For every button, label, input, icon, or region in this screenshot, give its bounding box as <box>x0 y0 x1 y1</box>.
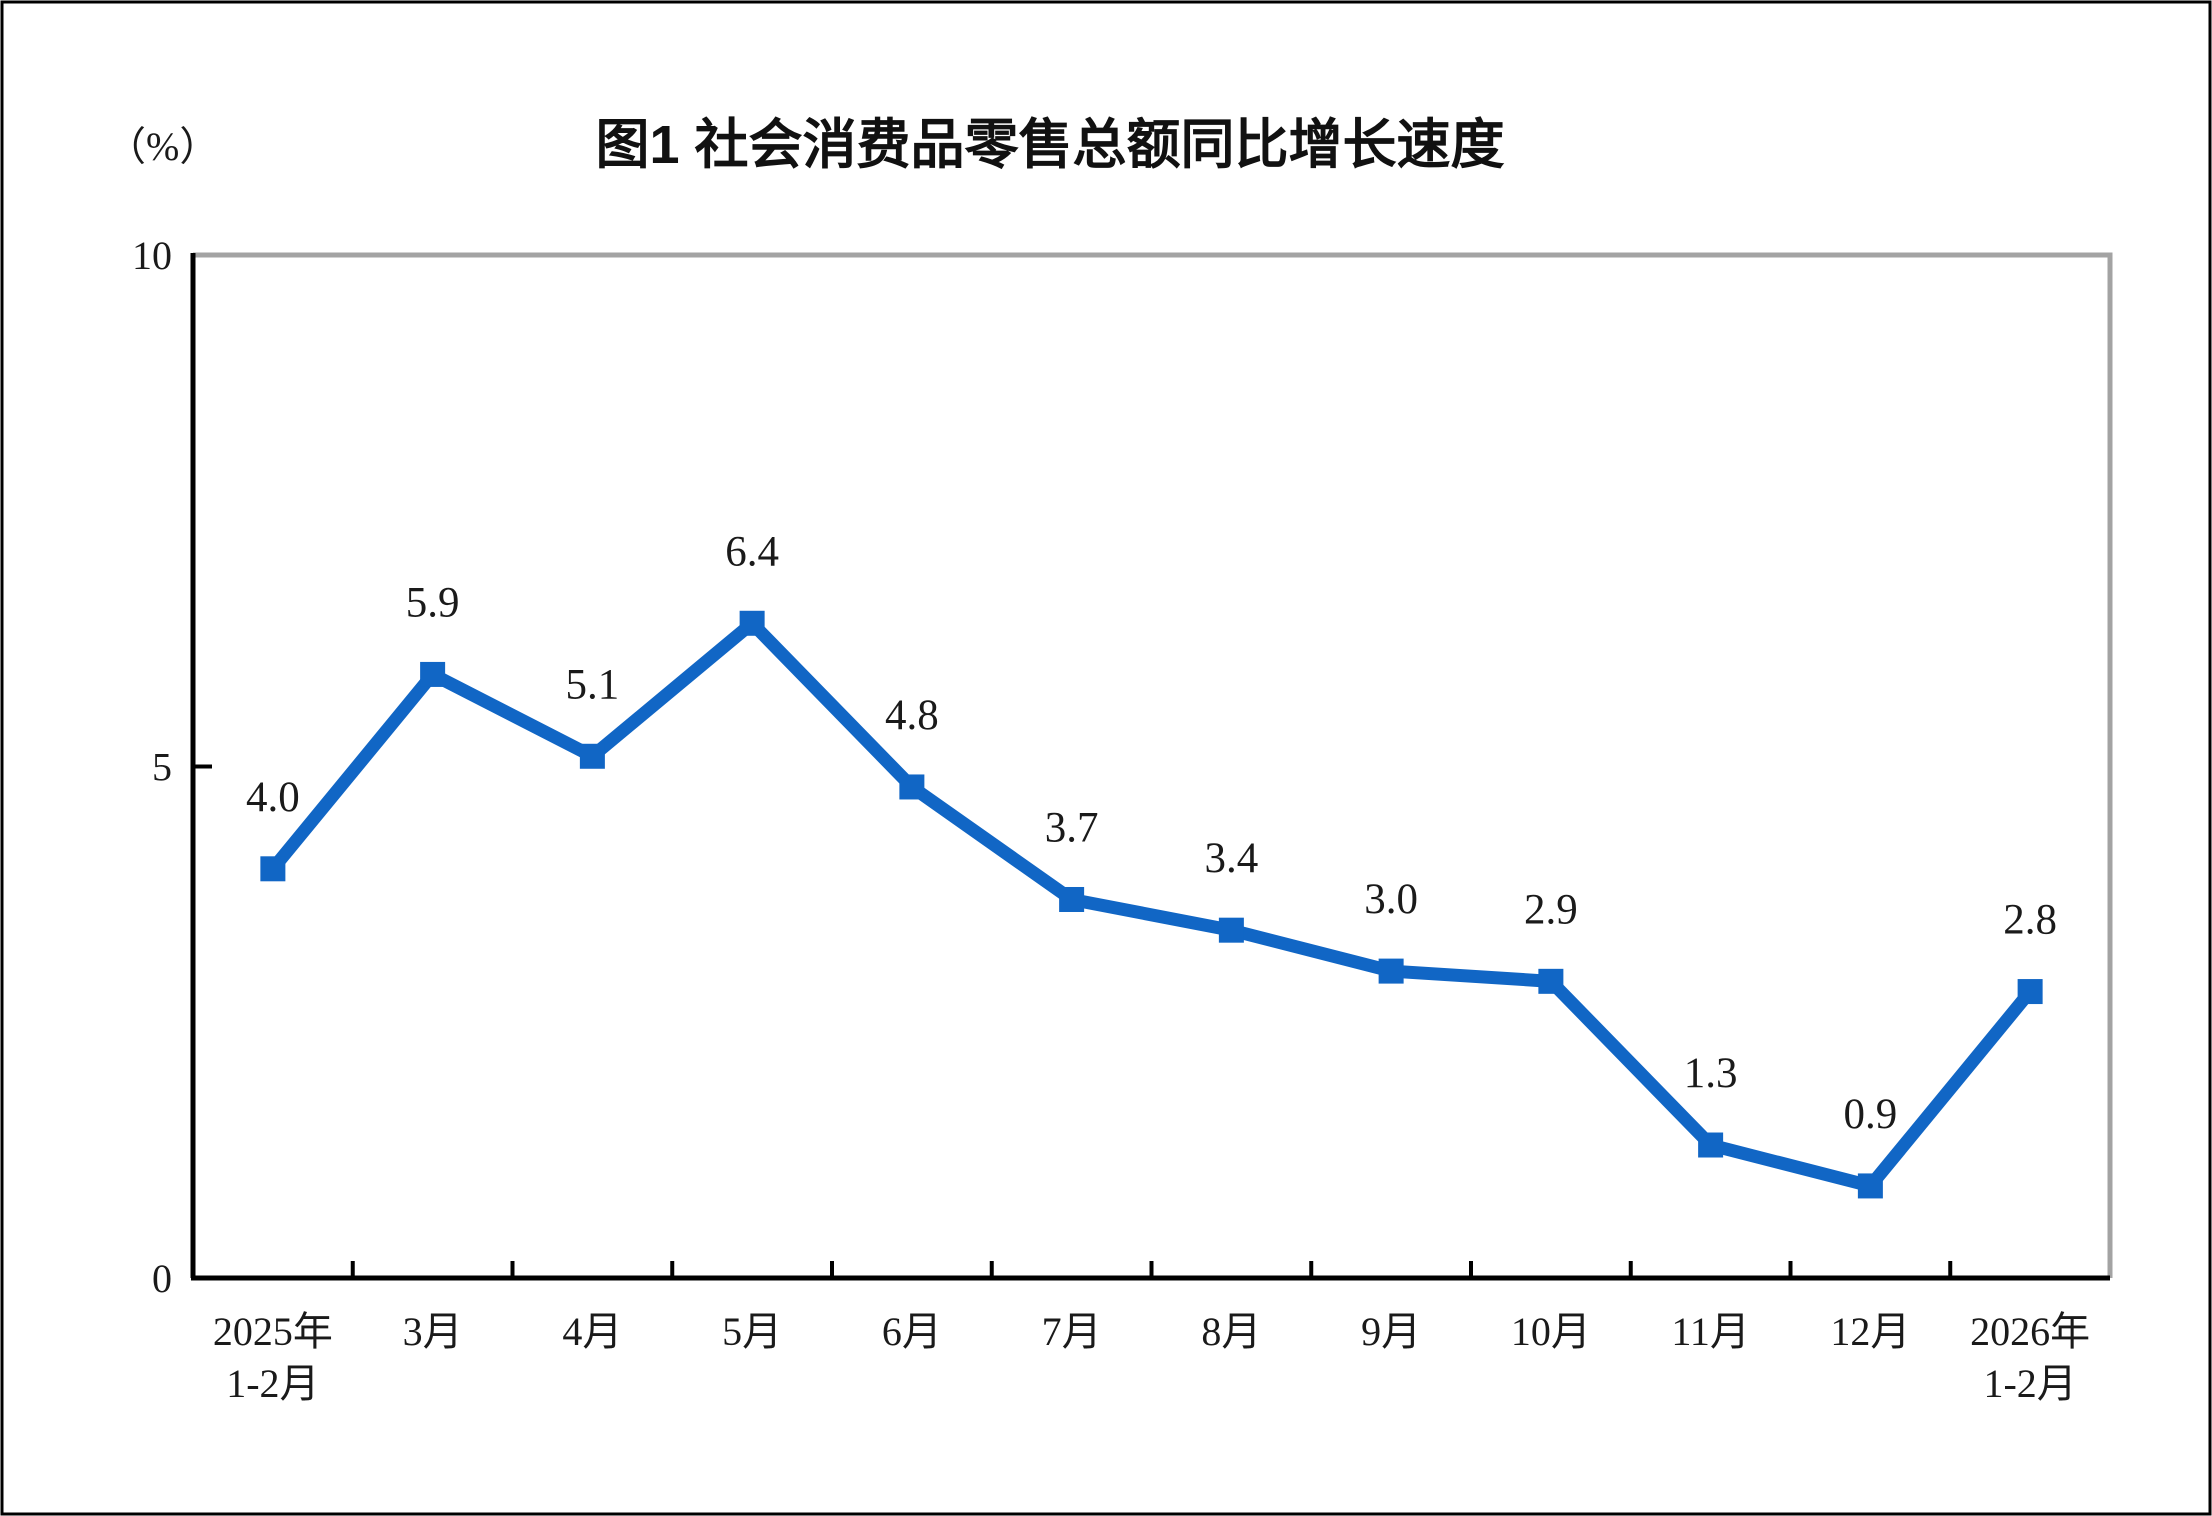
data-point-label: 2.9 <box>1524 886 1578 933</box>
y-tick-label: 5 <box>152 745 172 790</box>
data-point-marker <box>1857 1173 1883 1199</box>
x-category-label: 11月 <box>1671 1309 1750 1354</box>
y-tick-label: 10 <box>132 233 172 278</box>
data-point-label: 3.4 <box>1205 835 1259 882</box>
data-point-label: 6.4 <box>725 528 779 575</box>
data-point-label: 3.7 <box>1045 804 1099 851</box>
x-category-label: 12月 <box>1830 1309 1910 1354</box>
data-point-label: 1.3 <box>1684 1050 1738 1097</box>
data-point-marker <box>899 774 925 800</box>
x-category-label: 5月 <box>722 1309 782 1354</box>
data-point-marker <box>739 610 765 636</box>
data-point-marker <box>1698 1132 1724 1158</box>
x-category-label: 3月 <box>403 1309 463 1354</box>
data-point-labels: 4.0 5.9 5.1 6.4 4.8 3.7 3.4 3.0 2.9 1.3 0.9 2.8 <box>246 528 2057 1138</box>
data-point-label: 4.8 <box>885 692 939 739</box>
series-line <box>267 614 2036 1194</box>
data-series <box>260 610 2043 1199</box>
y-axis-unit-label: （%） <box>106 124 219 169</box>
x-category-label: 8月 <box>1201 1309 1261 1354</box>
x-category-label: 4月 <box>562 1309 622 1354</box>
y-tick-label: 0 <box>152 1256 172 1301</box>
x-category-label: 2026年 <box>1970 1309 2090 1354</box>
data-point-marker <box>579 743 605 769</box>
data-point-marker <box>1059 886 1085 912</box>
x-axis-ticks <box>350 1261 1953 1278</box>
data-point-label: 5.1 <box>566 661 620 708</box>
data-point-label: 4.0 <box>246 774 300 821</box>
chart-title: 图1 社会消费品零售总额同比增长速度 <box>595 115 1504 175</box>
y-axis-tick-labels: 0 5 10 <box>132 233 172 1301</box>
data-point-marker <box>2017 979 2043 1005</box>
x-category-label: 6月 <box>882 1309 942 1354</box>
data-point-marker <box>420 661 446 687</box>
x-category-label: 2025年 <box>213 1309 333 1354</box>
data-point-label: 3.0 <box>1364 876 1418 923</box>
data-point-label: 2.8 <box>2003 897 2057 944</box>
data-point-label: 0.9 <box>1844 1091 1898 1138</box>
data-point-marker <box>260 856 286 882</box>
data-point-label: 5.9 <box>406 579 460 626</box>
data-point-marker <box>1218 917 1244 943</box>
x-category-label: 1-2月 <box>226 1361 319 1406</box>
x-category-label: 1-2月 <box>1983 1361 2076 1406</box>
x-category-label: 10月 <box>1511 1309 1591 1354</box>
x-category-label: 9月 <box>1361 1309 1421 1354</box>
plot-border-gray <box>193 252 2113 1278</box>
x-axis-category-labels: 2025年 1-2月 3月 4月 5月 6月 7月 8月 9月 10月 11月 12月 2026年 1-2… <box>213 1309 2090 1406</box>
data-point-marker <box>1378 958 1404 984</box>
data-point-marker <box>1538 968 1564 994</box>
x-category-label: 7月 <box>1042 1309 1102 1354</box>
